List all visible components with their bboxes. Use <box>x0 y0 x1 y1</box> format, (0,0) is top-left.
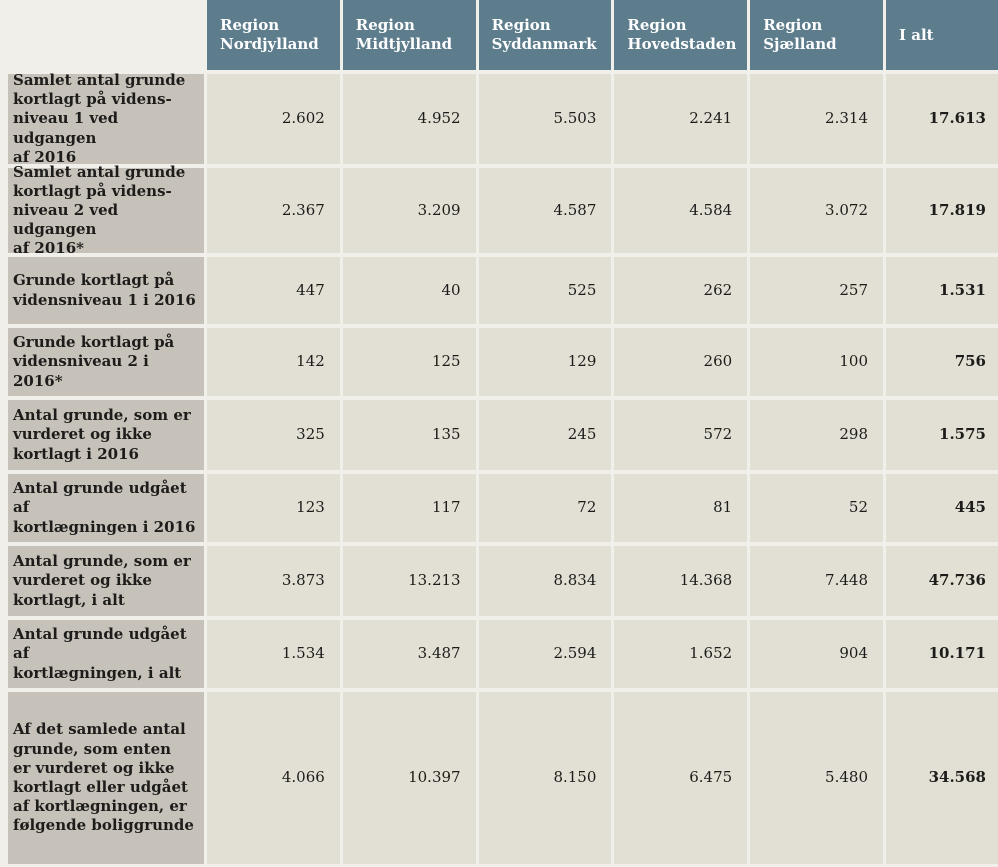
header-cell-region-nordjylland: Region Nordjylland <box>207 0 340 70</box>
data-cell: 129 <box>478 328 612 396</box>
data-cell: 3.209 <box>342 168 476 253</box>
data-cell: 3.072 <box>750 168 883 253</box>
row-label-cell: Antal grunde udgået af kortlægningen, i … <box>8 620 204 688</box>
total-cell: 756 <box>886 328 998 396</box>
data-cell: 7.448 <box>750 546 883 616</box>
data-cell: 260 <box>614 328 748 396</box>
row-label-cell: Antal grunde udgået af kortlægningen i 2… <box>8 474 204 542</box>
row-label-cell: Antal grunde, som er vurderet og ikke ko… <box>8 400 204 470</box>
data-cell: 325 <box>207 400 340 470</box>
data-cell: 81 <box>614 474 748 542</box>
data-cell: 52 <box>750 474 883 542</box>
data-cell: 14.368 <box>614 546 748 616</box>
header-cell-region-sjaelland: Region Sjælland <box>750 0 883 70</box>
data-cell: 525 <box>478 257 612 324</box>
data-cell: 2.602 <box>207 74 340 164</box>
data-cell: 3.487 <box>342 620 476 688</box>
total-cell: 1.575 <box>886 400 998 470</box>
data-cell: 40 <box>342 257 476 324</box>
data-cell: 117 <box>342 474 476 542</box>
data-cell: 123 <box>207 474 340 542</box>
total-cell: 17.613 <box>886 74 998 164</box>
data-cell: 447 <box>207 257 340 324</box>
data-cell: 2.367 <box>207 168 340 253</box>
data-cell: 1.534 <box>207 620 340 688</box>
data-cell: 4.952 <box>342 74 476 164</box>
header-cell-region-hovedstaden: Region Hovedstaden <box>614 0 748 70</box>
data-cell: 100 <box>750 328 883 396</box>
header-cell-i-alt: I alt <box>886 0 998 70</box>
data-cell: 257 <box>750 257 883 324</box>
table-corner-spacer <box>8 0 204 70</box>
data-cell: 4.066 <box>207 692 340 864</box>
data-cell: 13.213 <box>342 546 476 616</box>
data-cell: 6.475 <box>614 692 748 864</box>
data-cell: 5.480 <box>750 692 883 864</box>
row-label-cell: Af det samlede antal grunde, som enten e… <box>8 692 204 864</box>
data-cell: 72 <box>478 474 612 542</box>
row-label-cell: Antal grunde, som er vurderet og ikke ko… <box>8 546 204 616</box>
header-cell-region-syddanmark: Region Syddanmark <box>478 0 612 70</box>
data-cell: 2.594 <box>478 620 612 688</box>
data-cell: 142 <box>207 328 340 396</box>
data-cell: 298 <box>750 400 883 470</box>
total-cell: 10.171 <box>886 620 998 688</box>
data-cell: 2.241 <box>614 74 748 164</box>
row-label-cell: Grunde kortlagt på vidensniveau 2 i 2016… <box>8 328 204 396</box>
total-cell: 34.568 <box>886 692 998 864</box>
data-cell: 904 <box>750 620 883 688</box>
data-cell: 5.503 <box>478 74 612 164</box>
data-cell: 1.652 <box>614 620 748 688</box>
data-cell: 8.150 <box>478 692 612 864</box>
total-cell: 17.819 <box>886 168 998 253</box>
data-cell: 135 <box>342 400 476 470</box>
data-cell: 4.587 <box>478 168 612 253</box>
total-cell: 1.531 <box>886 257 998 324</box>
data-cell: 3.873 <box>207 546 340 616</box>
data-cell: 125 <box>342 328 476 396</box>
data-cell: 8.834 <box>478 546 612 616</box>
row-label-cell: Samlet antal grunde kortlagt på videns- … <box>8 71 204 166</box>
data-cell: 245 <box>478 400 612 470</box>
data-cell: 4.584 <box>614 168 748 253</box>
header-cell-region-midtjylland: Region Midtjylland <box>342 0 476 70</box>
data-cell: 10.397 <box>342 692 476 864</box>
data-cell: 2.314 <box>750 74 883 164</box>
total-cell: 445 <box>886 474 998 542</box>
row-label-cell: Grunde kortlagt på vidensniveau 1 i 2016 <box>8 257 204 324</box>
data-cell: 572 <box>614 400 748 470</box>
total-cell: 47.736 <box>886 546 998 616</box>
row-label-cell: Samlet antal grunde kortlagt på videns- … <box>8 163 204 257</box>
data-cell: 262 <box>614 257 748 324</box>
